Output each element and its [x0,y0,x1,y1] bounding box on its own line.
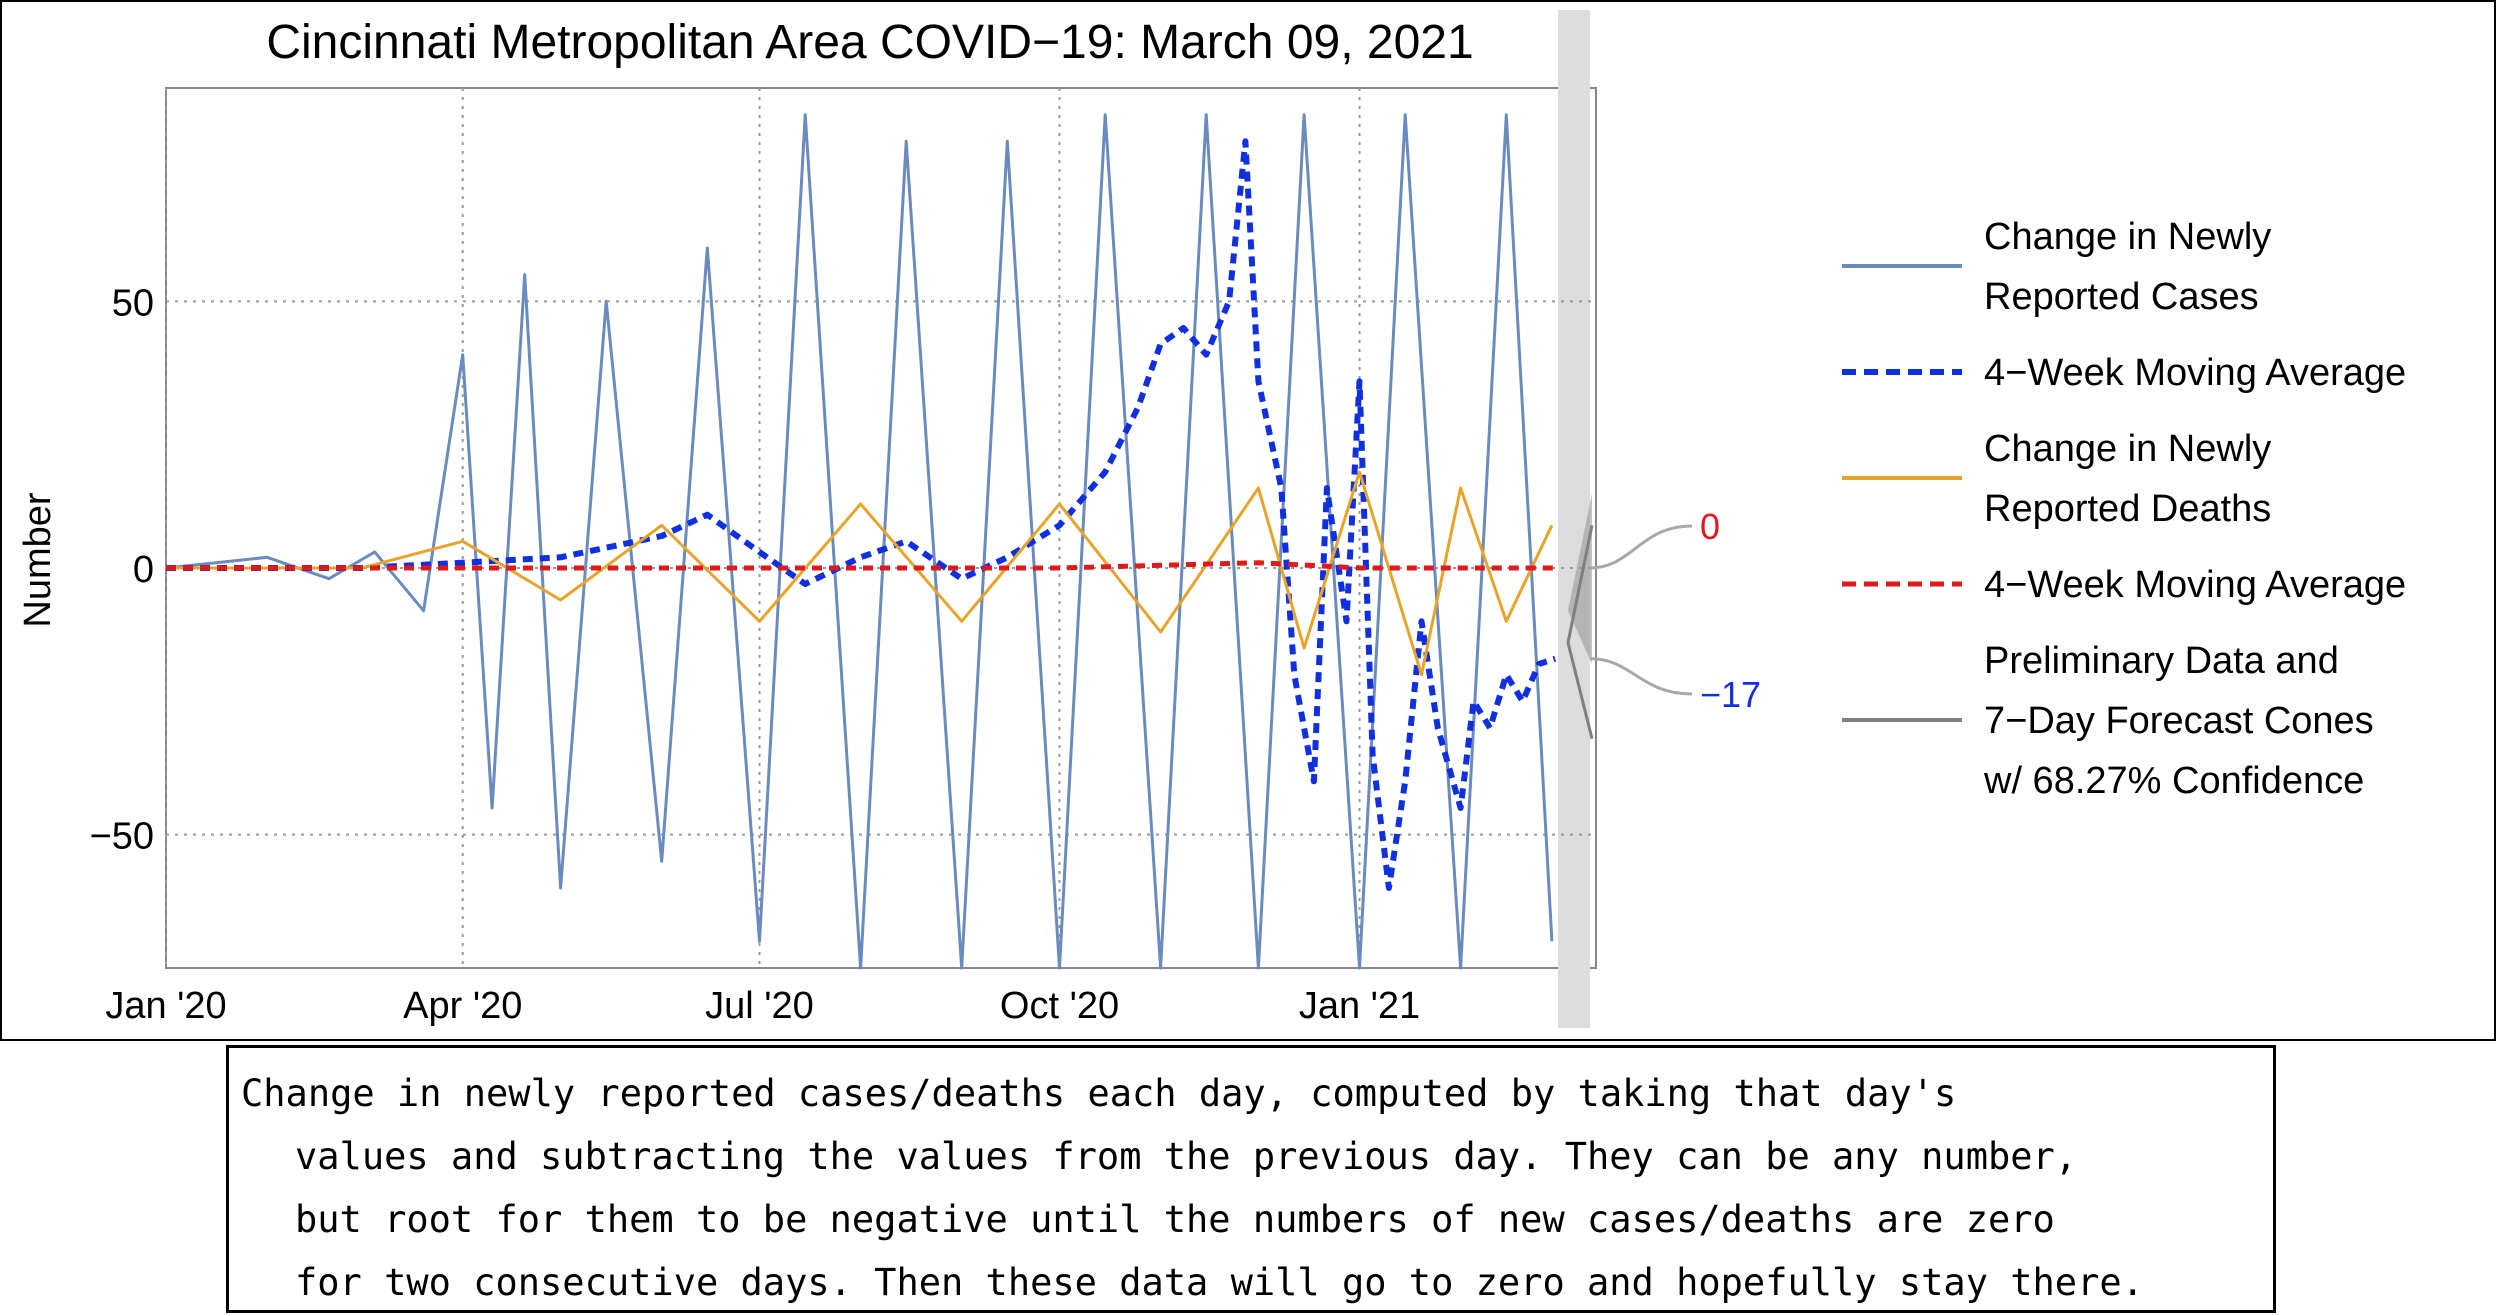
caption-line: Change in newly reported cases/deaths ea… [241,1072,1957,1115]
x-tick-label: Apr '20 [403,985,522,1027]
series-line [166,470,1554,677]
y-tick-label: −50 [90,816,154,858]
x-tick-label: Jan '21 [1299,985,1420,1027]
x-tick-label: Oct '20 [1000,985,1119,1027]
preliminary-shade [1558,10,1590,1028]
x-tick-label: Jul '20 [705,985,814,1027]
legend-label: Reported Cases [1984,276,2259,318]
legend-label: w/ 68.27% Confidence [1983,760,2364,802]
forecast-cone-edge [1566,525,1594,740]
caption-line: but root for them to be negative until t… [295,1198,2055,1241]
legend-label: 7−Day Forecast Cones [1984,700,2374,742]
end-label-leader [1589,657,1693,696]
end-label: −17 [1700,674,1761,715]
legend-label: 4−Week Moving Average [1984,564,2406,606]
series-line [166,138,1557,891]
legend-label: 4−Week Moving Average [1984,352,2406,394]
end-label: 0 [1700,506,1720,547]
x-tick-label: Jan '20 [105,985,226,1027]
y-tick-label: 50 [112,282,154,324]
y-axis-label: Number [17,492,59,627]
caption-line: values and subtracting the values from t… [295,1135,2078,1178]
chart-title: Cincinnati Metropolitan Area COVID−19: M… [266,16,1473,69]
y-tick-label: 0 [133,549,154,591]
caption-box: Change in newly reported cases/deaths ea… [226,1045,2276,1313]
legend-label: Preliminary Data and [1984,640,2339,682]
series-line [166,560,1556,571]
end-label-leader [1589,524,1693,570]
legend: Change in Newly Reported Cases 4−Week Movi… [1842,216,2406,802]
chart: Cincinnati Metropolitan Area COVID−19: M… [17,10,2406,1028]
legend-label: Change in Newly [1984,216,2271,258]
series-line [166,113,1554,970]
legend-label: Change in Newly [1984,428,2271,470]
caption-line: for two consecutive days. Then these dat… [295,1261,2144,1304]
legend-label: Reported Deaths [1984,488,2271,530]
plot-area: −50 0 50 Jan '20 Apr '20 Jul '20 Oct '20 Jan '2… [90,10,1761,1028]
